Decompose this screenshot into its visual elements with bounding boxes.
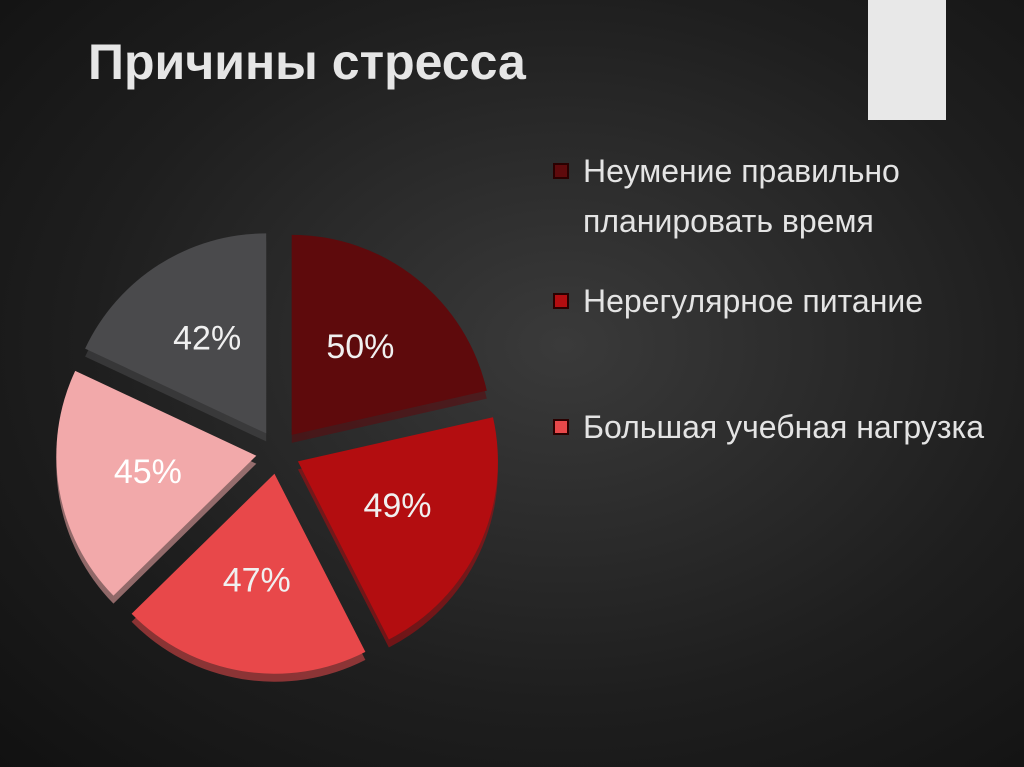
legend: Неумение правильно планировать время Нере…: [553, 146, 993, 452]
data-label: 42%: [173, 320, 241, 358]
slice: [85, 233, 267, 434]
slice: [291, 234, 487, 435]
data-label: 45%: [114, 453, 182, 491]
legend-label: Нерегулярное питание: [583, 283, 924, 319]
legend-marker: [553, 419, 569, 435]
legend-item: Большая учебная нагрузка: [553, 402, 993, 452]
slice: [297, 417, 498, 640]
legend-marker: [553, 163, 569, 179]
legend-item: Нерегулярное питание: [553, 276, 993, 326]
legend-marker: [553, 293, 569, 309]
data-label: 49%: [363, 487, 431, 525]
data-label: 47%: [223, 561, 291, 599]
legend-label: Большая учебная нагрузка: [583, 409, 984, 445]
chart-title: Причины стресса: [88, 34, 527, 90]
slice: [131, 473, 366, 674]
legend-label: Неумение правильно планировать время: [583, 153, 900, 239]
slice: [56, 370, 257, 596]
decor-rect: [868, 0, 946, 120]
legend-item: Неумение правильно планировать время: [553, 146, 993, 246]
data-label: 50%: [326, 328, 394, 366]
